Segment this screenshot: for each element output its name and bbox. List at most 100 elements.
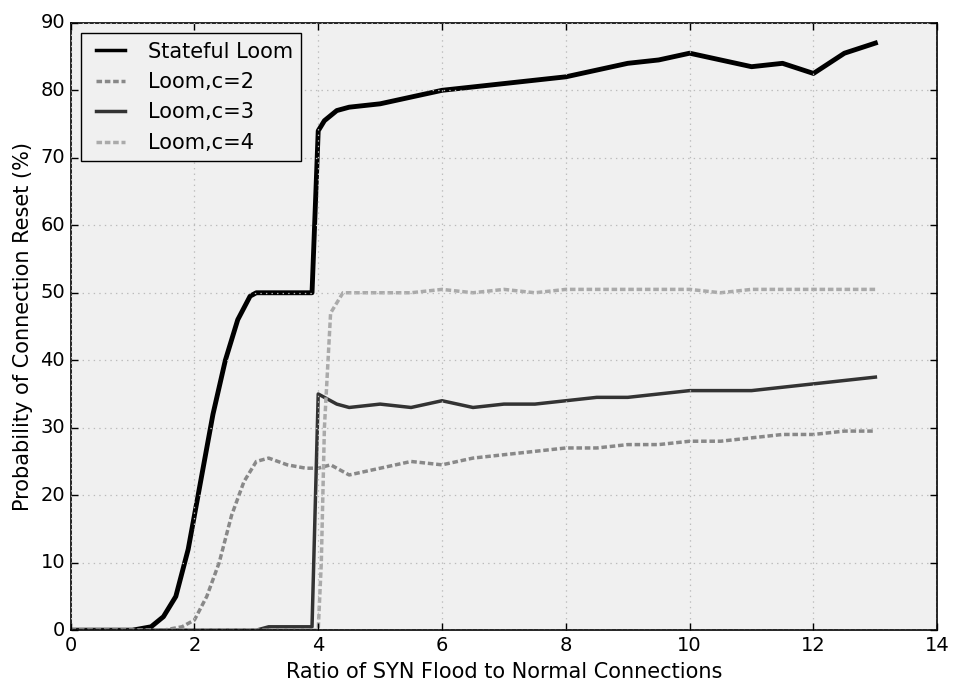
Stateful Loom bbox=[158, 612, 169, 621]
Stateful Loom bbox=[560, 73, 572, 81]
Line: Loom,c=3: Loom,c=3 bbox=[70, 377, 875, 630]
Stateful Loom bbox=[591, 66, 603, 74]
Loom,c=3 bbox=[300, 623, 312, 631]
Loom,c=3 bbox=[745, 386, 757, 395]
Loom,c=4 bbox=[715, 288, 726, 297]
Loom,c=3 bbox=[250, 626, 262, 635]
Loom,c=3 bbox=[312, 390, 324, 398]
Loom,c=4 bbox=[325, 309, 336, 317]
Loom,c=4 bbox=[127, 626, 139, 635]
Loom,c=4 bbox=[300, 626, 312, 635]
Loom,c=4 bbox=[65, 626, 76, 635]
Stateful Loom bbox=[300, 288, 312, 297]
Loom,c=2 bbox=[65, 626, 76, 635]
Loom,c=3 bbox=[281, 623, 293, 631]
X-axis label: Ratio of SYN Flood to Normal Connections: Ratio of SYN Flood to Normal Connections bbox=[286, 662, 722, 682]
Loom,c=3 bbox=[777, 383, 789, 391]
Loom,c=3 bbox=[808, 379, 820, 388]
Stateful Loom bbox=[344, 103, 355, 111]
Line: Stateful Loom: Stateful Loom bbox=[70, 43, 875, 630]
Loom,c=2 bbox=[344, 471, 355, 479]
Legend: Stateful Loom, Loom,c=2, Loom,c=3, Loom,c=4: Stateful Loom, Loom,c=2, Loom,c=3, Loom,… bbox=[81, 33, 301, 161]
Loom,c=2 bbox=[870, 427, 881, 435]
Loom,c=2 bbox=[839, 427, 850, 435]
Loom,c=4 bbox=[467, 288, 479, 297]
Loom,c=3 bbox=[65, 626, 76, 635]
Loom,c=2 bbox=[127, 626, 139, 635]
Loom,c=3 bbox=[220, 626, 231, 635]
Loom,c=3 bbox=[467, 403, 479, 411]
Stateful Loom bbox=[839, 49, 850, 58]
Stateful Loom bbox=[375, 99, 386, 108]
Loom,c=2 bbox=[238, 477, 249, 486]
Line: Loom,c=4: Loom,c=4 bbox=[70, 289, 875, 630]
Loom,c=4 bbox=[362, 288, 374, 297]
Loom,c=2 bbox=[622, 441, 634, 449]
Loom,c=3 bbox=[375, 400, 386, 408]
Loom,c=3 bbox=[331, 400, 343, 408]
Loom,c=2 bbox=[715, 437, 726, 445]
Loom,c=2 bbox=[529, 447, 540, 455]
Y-axis label: Probability of Connection Reset (%): Probability of Connection Reset (%) bbox=[13, 142, 34, 511]
Loom,c=4 bbox=[319, 423, 330, 432]
Loom,c=2 bbox=[808, 430, 820, 439]
Loom,c=2 bbox=[777, 430, 789, 439]
Loom,c=2 bbox=[405, 457, 417, 466]
Stateful Loom bbox=[170, 592, 182, 600]
Loom,c=2 bbox=[684, 437, 695, 445]
Loom,c=3 bbox=[715, 386, 726, 395]
Stateful Loom bbox=[312, 126, 324, 135]
Loom,c=4 bbox=[350, 288, 361, 297]
Stateful Loom bbox=[263, 288, 274, 297]
Stateful Loom bbox=[281, 288, 293, 297]
Stateful Loom bbox=[250, 288, 262, 297]
Loom,c=4 bbox=[777, 285, 789, 293]
Loom,c=4 bbox=[870, 285, 881, 293]
Stateful Loom bbox=[745, 63, 757, 71]
Loom,c=2 bbox=[189, 616, 200, 624]
Loom,c=2 bbox=[467, 454, 479, 462]
Stateful Loom bbox=[331, 106, 343, 115]
Stateful Loom bbox=[245, 292, 256, 300]
Stateful Loom bbox=[306, 288, 318, 297]
Loom,c=2 bbox=[591, 444, 603, 452]
Stateful Loom bbox=[207, 410, 219, 418]
Loom,c=4 bbox=[375, 288, 386, 297]
Loom,c=4 bbox=[653, 285, 664, 293]
Stateful Loom bbox=[715, 56, 726, 64]
Loom,c=4 bbox=[839, 285, 850, 293]
Loom,c=2 bbox=[375, 464, 386, 473]
Loom,c=3 bbox=[622, 393, 634, 402]
Loom,c=4 bbox=[250, 626, 262, 635]
Loom,c=2 bbox=[158, 626, 169, 635]
Line: Loom,c=2: Loom,c=2 bbox=[70, 431, 875, 630]
Loom,c=2 bbox=[201, 592, 213, 600]
Stateful Loom bbox=[182, 545, 194, 553]
Loom,c=3 bbox=[870, 373, 881, 382]
Stateful Loom bbox=[498, 79, 509, 88]
Stateful Loom bbox=[653, 56, 664, 64]
Loom,c=3 bbox=[189, 626, 200, 635]
Loom,c=4 bbox=[529, 288, 540, 297]
Loom,c=2 bbox=[300, 464, 312, 473]
Loom,c=4 bbox=[306, 626, 318, 635]
Loom,c=4 bbox=[189, 626, 200, 635]
Loom,c=4 bbox=[808, 285, 820, 293]
Loom,c=2 bbox=[745, 434, 757, 442]
Loom,c=3 bbox=[263, 623, 274, 631]
Loom,c=4 bbox=[405, 288, 417, 297]
Stateful Loom bbox=[870, 39, 881, 47]
Stateful Loom bbox=[257, 288, 269, 297]
Loom,c=3 bbox=[560, 397, 572, 405]
Stateful Loom bbox=[232, 316, 244, 324]
Stateful Loom bbox=[127, 626, 139, 635]
Loom,c=2 bbox=[653, 441, 664, 449]
Loom,c=4 bbox=[337, 288, 349, 297]
Loom,c=4 bbox=[745, 285, 757, 293]
Loom,c=3 bbox=[306, 623, 318, 631]
Loom,c=4 bbox=[316, 559, 327, 567]
Loom,c=3 bbox=[653, 390, 664, 398]
Loom,c=4 bbox=[498, 285, 509, 293]
Loom,c=4 bbox=[436, 285, 448, 293]
Stateful Loom bbox=[405, 93, 417, 101]
